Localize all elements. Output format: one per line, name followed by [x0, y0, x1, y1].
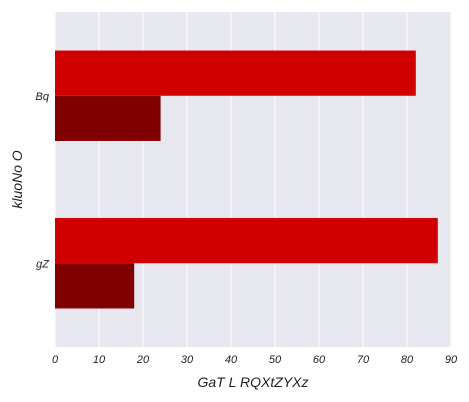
x-axis-label: GaT L RQXtZYXz	[198, 374, 309, 390]
y-tick-labels: Bq gZ	[36, 91, 51, 271]
x-tick-label-0: 0	[52, 354, 59, 366]
x-tick-label-60: 60	[313, 354, 326, 366]
x-tick-label-80: 80	[401, 354, 414, 366]
x-tick-label-30: 30	[181, 354, 194, 366]
x-tick-label-40: 40	[225, 354, 238, 366]
bar-Bq-series-2	[55, 95, 161, 141]
x-tick-label-10: 10	[93, 354, 106, 366]
x-tick-label-20: 20	[136, 354, 150, 366]
x-tick-label-50: 50	[269, 354, 282, 366]
y-tick-label-Bq: Bq	[36, 91, 50, 103]
x-tick-label-90: 90	[445, 354, 458, 366]
y-tick-label-gZ: gZ	[36, 258, 50, 270]
x-tick-label-70: 70	[357, 354, 370, 366]
y-axis-label: kluoNo O	[9, 150, 25, 208]
x-tick-labels: 0 10 20 30 40 50 60 70 80 90	[52, 354, 458, 366]
bar-gZ-series-1	[55, 218, 438, 264]
bar-gZ-series-2	[55, 263, 135, 309]
bar-Bq-series-1	[55, 50, 416, 96]
bars	[55, 50, 438, 309]
